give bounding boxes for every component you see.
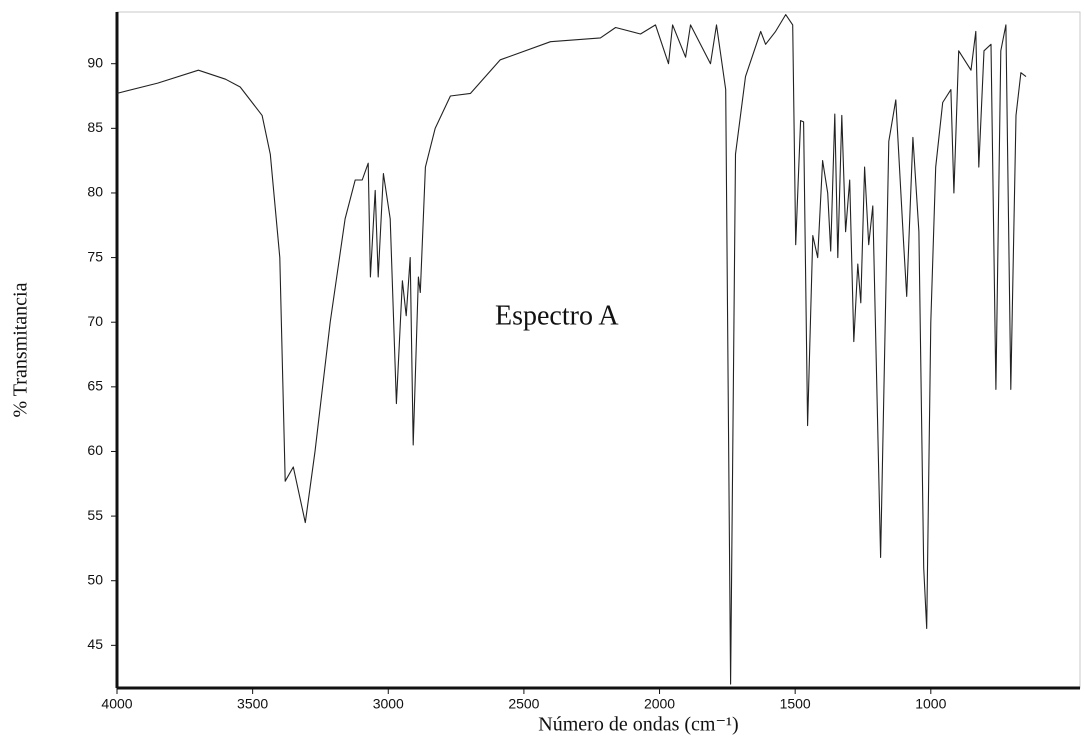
y-tick-label: 65 [87,378,103,394]
y-tick-label: 80 [87,184,103,200]
y-tick-label: 70 [87,313,103,329]
x-tick-label: 1000 [915,696,946,712]
y-tick-label: 50 [87,571,103,587]
x-tick-label: 3500 [237,696,268,712]
y-tick-label: 60 [87,442,103,458]
spectrum-line [116,14,1027,685]
annotation: Espectro A [495,300,619,331]
x-tick-label: 3000 [373,696,404,712]
plot-frame [116,11,1081,689]
x-tick-label: 1500 [780,696,811,712]
y-tick-label: 90 [87,54,103,70]
y-tick-label: 45 [87,636,103,652]
x-tick-label: 2500 [508,696,539,712]
y-tick-label: 75 [87,248,103,264]
x-axis-title: Número de ondas (cm⁻¹) [538,714,738,736]
x-tick-label: 4000 [101,696,132,712]
y-tick-label: 85 [87,119,103,135]
y-tick-label: 55 [87,507,103,523]
x-tick-label: 2000 [644,696,675,712]
y-axis-title: % Transmitancia [10,282,32,417]
